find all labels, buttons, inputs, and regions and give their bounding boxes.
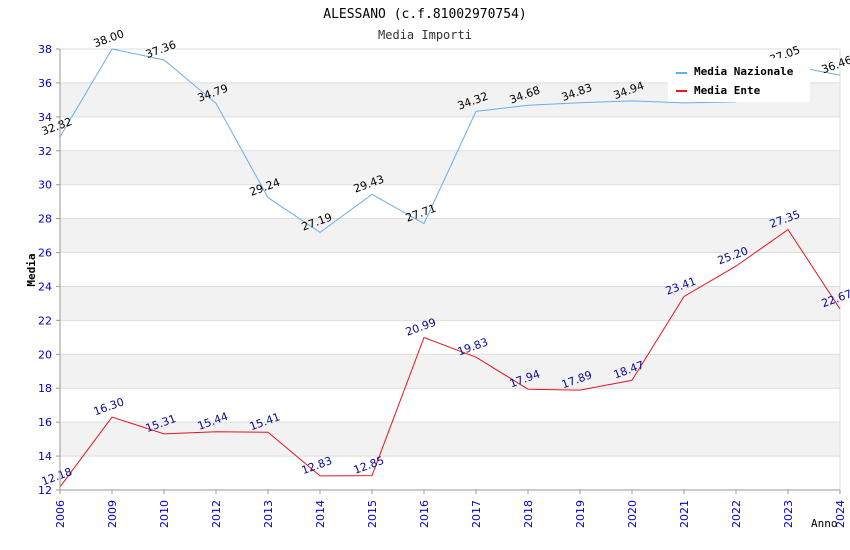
legend-label-ente: Media Ente	[694, 84, 761, 97]
grid-band	[60, 116, 840, 151]
y-tick-label: 26	[38, 247, 52, 260]
x-tick-label: 2006	[54, 500, 67, 528]
grid-band	[60, 218, 840, 253]
x-tick-label: 2015	[366, 500, 379, 528]
grid-band	[60, 286, 840, 321]
y-tick-label: 36	[38, 77, 52, 90]
x-tick-label: 2023	[782, 500, 795, 528]
y-tick-label: 16	[38, 416, 52, 429]
x-tick-label: 2012	[210, 500, 223, 528]
y-tick-label: 14	[38, 450, 52, 463]
grid-band	[60, 422, 840, 457]
y-tick-label: 24	[38, 280, 52, 293]
x-axis: 2006 2009 2010 2012 2013 2014 2015 2016 2017 2018…	[54, 489, 847, 528]
data-label: 38.00	[92, 27, 126, 50]
grid-lines	[60, 48, 841, 491]
y-axis: 12 14 16 18 20 22 24 26 28 30 32 34 36 38	[38, 43, 61, 497]
x-tick-label: 2014	[314, 500, 327, 528]
grid-band	[60, 320, 840, 355]
y-tick-label: 30	[38, 179, 52, 192]
x-axis-label: Anno	[811, 517, 838, 530]
grid-band	[60, 184, 840, 219]
x-tick-label: 2013	[262, 500, 275, 528]
y-tick-label: 38	[38, 43, 52, 56]
legend: Media Nazionale Media Ente	[668, 58, 810, 102]
chart-title: ALESSANO (c.f.81002970754)	[323, 7, 527, 22]
legend-box	[668, 58, 810, 102]
x-tick-label: 2016	[418, 500, 431, 528]
x-tick-label: 2018	[522, 500, 535, 528]
x-tick-label: 2017	[470, 500, 483, 528]
y-tick-label: 34	[38, 111, 52, 124]
y-tick-label: 28	[38, 213, 52, 226]
series-line-ente	[59, 228, 841, 488]
grid-band	[60, 354, 840, 389]
x-tick-label: 2020	[626, 500, 639, 528]
y-tick-label: 12	[38, 484, 52, 497]
x-tick-label: 2022	[730, 500, 743, 528]
x-tick-label: 2010	[158, 500, 171, 528]
grid-band	[60, 388, 840, 423]
y-tick-label: 20	[38, 348, 52, 361]
grid-band	[60, 456, 840, 490]
chart-subtitle: Media Importi	[378, 28, 472, 42]
y-axis-label: Media	[25, 253, 38, 286]
y-tick-label: 18	[38, 382, 52, 395]
series-group	[59, 48, 841, 488]
x-tick-label: 2021	[678, 500, 691, 528]
legend-label-nazionale: Media Nazionale	[694, 65, 794, 78]
x-tick-label: 2019	[574, 500, 587, 528]
series-line-nazionale	[59, 48, 841, 234]
x-tick-label: 2024	[834, 500, 847, 528]
y-tick-label: 32	[38, 145, 52, 158]
x-tick-label: 2009	[106, 500, 119, 528]
y-tick-label: 22	[38, 314, 52, 327]
